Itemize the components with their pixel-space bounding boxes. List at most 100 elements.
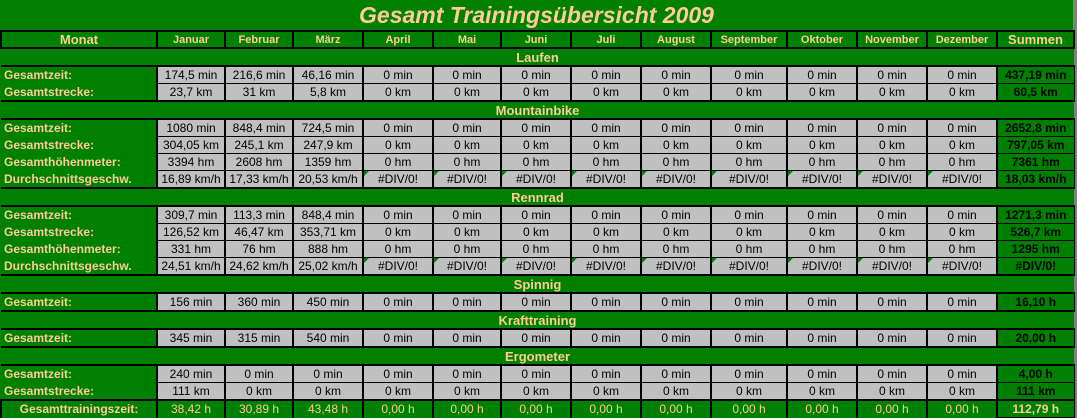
data-cell[interactable]: 3394 hm <box>156 153 226 171</box>
data-cell[interactable]: 0 km <box>856 382 928 401</box>
data-cell[interactable]: 0 min <box>640 328 712 348</box>
data-cell[interactable]: 156 min <box>156 292 226 312</box>
data-cell[interactable]: 0 min <box>500 328 572 348</box>
data-cell[interactable]: #DIV/0! <box>856 170 928 189</box>
sum-cell[interactable]: 7361 hm <box>996 153 1075 171</box>
data-cell[interactable]: 0 min <box>786 292 858 312</box>
data-cell[interactable]: 0 min <box>856 205 928 224</box>
data-cell[interactable]: 0 hm <box>640 240 712 258</box>
data-cell[interactable]: 0 min <box>570 328 642 348</box>
data-cell[interactable]: 0 min <box>570 65 642 84</box>
data-cell[interactable]: 0 km <box>432 136 502 154</box>
data-cell[interactable]: 0 min <box>432 118 502 137</box>
data-cell[interactable]: 0 km <box>570 382 642 401</box>
data-cell[interactable]: 46,47 km <box>224 223 294 241</box>
data-cell[interactable]: 0 min <box>856 118 928 137</box>
data-cell[interactable]: #DIV/0! <box>710 257 788 276</box>
data-cell[interactable]: 0 km <box>500 83 572 102</box>
data-cell[interactable]: 0 km <box>710 382 788 401</box>
data-cell[interactable]: 2608 hm <box>224 153 294 171</box>
data-cell[interactable]: 0 min <box>926 205 998 224</box>
sum-cell[interactable]: 2652,8 min <box>996 118 1075 137</box>
data-cell[interactable]: 0 min <box>710 205 788 224</box>
data-cell[interactable]: 360 min <box>224 292 294 312</box>
data-cell[interactable]: 0 hm <box>432 153 502 171</box>
total-cell[interactable]: 30,89 h <box>224 399 293 418</box>
sum-cell[interactable]: 797,05 km <box>996 136 1075 154</box>
sum-cell[interactable]: 111 km <box>996 382 1075 401</box>
data-cell[interactable]: 309,7 min <box>156 205 226 224</box>
data-cell[interactable]: 0 min <box>710 328 788 348</box>
data-cell[interactable]: 0 km <box>926 136 998 154</box>
data-cell[interactable]: 0 km <box>500 382 572 401</box>
data-cell[interactable]: 0 min <box>786 65 858 84</box>
data-cell[interactable]: 0 km <box>224 382 294 401</box>
sum-cell[interactable]: 437,19 min <box>996 65 1075 84</box>
data-cell[interactable]: 0 min <box>570 364 642 383</box>
data-cell[interactable]: 0 min <box>710 65 788 84</box>
data-cell[interactable]: 304,05 km <box>156 136 226 154</box>
total-cell[interactable]: 0,00 h <box>362 399 433 418</box>
data-cell[interactable]: 20,53 km/h <box>292 170 364 189</box>
data-cell[interactable]: 0 min <box>710 118 788 137</box>
data-cell[interactable]: 0 km <box>292 382 364 401</box>
data-cell[interactable]: 0 hm <box>856 240 928 258</box>
data-cell[interactable]: 0 min <box>926 118 998 137</box>
data-cell[interactable]: 0 min <box>292 364 364 383</box>
data-cell[interactable]: 0 min <box>362 292 434 312</box>
data-cell[interactable]: 0 min <box>926 364 998 383</box>
data-cell[interactable]: 216,6 min <box>224 65 294 84</box>
data-cell[interactable]: 126,52 km <box>156 223 226 241</box>
total-cell[interactable]: 0,00 h <box>432 399 501 418</box>
data-cell[interactable]: 0 km <box>786 223 858 241</box>
data-cell[interactable]: 0 km <box>640 223 712 241</box>
data-cell[interactable]: 0 min <box>640 205 712 224</box>
data-cell[interactable]: #DIV/0! <box>362 170 434 189</box>
data-cell[interactable]: 0 min <box>432 292 502 312</box>
data-cell[interactable]: #DIV/0! <box>500 257 572 276</box>
data-cell[interactable]: 0 km <box>432 223 502 241</box>
data-cell[interactable]: 0 km <box>786 136 858 154</box>
data-cell[interactable]: 0 min <box>856 328 928 348</box>
data-cell[interactable]: 724,5 min <box>292 118 364 137</box>
data-cell[interactable]: 353,71 km <box>292 223 364 241</box>
data-cell[interactable]: #DIV/0! <box>570 170 642 189</box>
data-cell[interactable]: 848,4 min <box>292 205 364 224</box>
data-cell[interactable]: 0 km <box>570 136 642 154</box>
data-cell[interactable]: #DIV/0! <box>926 170 998 189</box>
data-cell[interactable]: 0 km <box>570 223 642 241</box>
data-cell[interactable]: 0 min <box>362 65 434 84</box>
data-cell[interactable]: 23,7 km <box>156 83 226 102</box>
data-cell[interactable]: 1080 min <box>156 118 226 137</box>
data-cell[interactable]: 1359 hm <box>292 153 364 171</box>
data-cell[interactable]: 16,89 km/h <box>156 170 226 189</box>
sum-cell[interactable]: 18,03 km/h <box>996 170 1075 189</box>
data-cell[interactable]: 0 hm <box>362 240 434 258</box>
data-cell[interactable]: 0 hm <box>786 240 858 258</box>
data-cell[interactable]: 0 km <box>926 382 998 401</box>
data-cell[interactable]: #DIV/0! <box>640 170 712 189</box>
data-cell[interactable]: 25,02 km/h <box>292 257 364 276</box>
data-cell[interactable]: 240 min <box>156 364 226 383</box>
data-cell[interactable]: #DIV/0! <box>500 170 572 189</box>
data-cell[interactable]: 848,4 min <box>224 118 294 137</box>
data-cell[interactable]: 113,3 min <box>224 205 294 224</box>
data-cell[interactable]: 0 min <box>640 65 712 84</box>
data-cell[interactable]: 0 min <box>856 364 928 383</box>
data-cell[interactable]: 0 min <box>926 292 998 312</box>
data-cell[interactable]: 0 km <box>786 83 858 102</box>
total-cell[interactable]: 0,00 h <box>786 399 857 418</box>
data-cell[interactable]: #DIV/0! <box>786 257 858 276</box>
data-cell[interactable]: 0 km <box>362 136 434 154</box>
total-cell[interactable]: 0,00 h <box>500 399 571 418</box>
data-cell[interactable]: 0 min <box>786 364 858 383</box>
data-cell[interactable]: 0 hm <box>500 153 572 171</box>
data-cell[interactable]: 0 hm <box>786 153 858 171</box>
data-cell[interactable]: 0 km <box>500 223 572 241</box>
data-cell[interactable]: 0 min <box>362 364 434 383</box>
data-cell[interactable]: 0 min <box>570 205 642 224</box>
data-cell[interactable]: #DIV/0! <box>710 170 788 189</box>
sum-cell[interactable]: 1295 hm <box>996 240 1075 258</box>
data-cell[interactable]: 0 min <box>710 292 788 312</box>
data-cell[interactable]: 0 km <box>640 83 712 102</box>
